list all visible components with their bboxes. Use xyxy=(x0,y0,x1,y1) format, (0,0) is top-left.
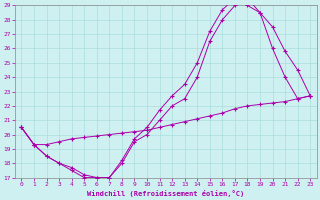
X-axis label: Windchill (Refroidissement éolien,°C): Windchill (Refroidissement éolien,°C) xyxy=(87,190,244,197)
